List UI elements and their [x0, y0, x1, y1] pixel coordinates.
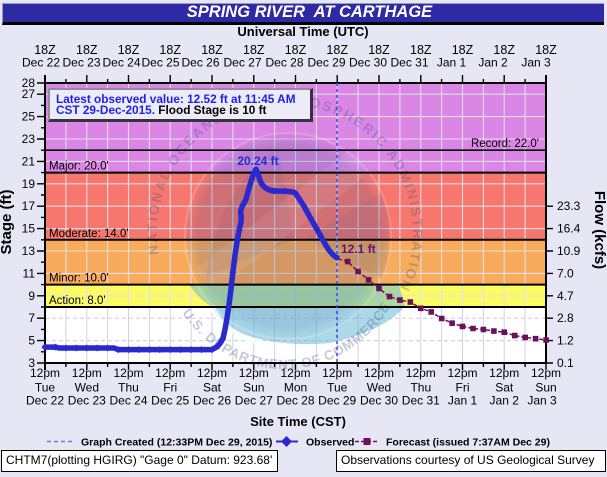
svg-text:Graph Created (12:33PM Dec 29,: Graph Created (12:33PM Dec 29, 2015) — [81, 437, 272, 449]
svg-text:20.24 ft: 20.24 ft — [237, 154, 278, 168]
svg-text:12.1 ft: 12.1 ft — [341, 242, 376, 256]
svg-text:Major: 20.0'Moderate: 14.0'Min: Major: 20.0' Moderate: 14.0' Minor: 10.0' A… — [49, 138, 539, 307]
svg-text:Observed: Observed — [306, 437, 354, 449]
svg-text:Universal Time (UTC): Universal Time (UTC) — [237, 24, 368, 39]
svg-text:Forecast (issued 7:37AM Dec 29: Forecast (issued 7:37AM Dec 29) — [386, 437, 550, 449]
svg-text:Flow (kcfs): Flow (kcfs) — [591, 191, 607, 269]
svg-text:Stage (ft): Stage (ft) — [0, 190, 15, 255]
svg-text:Site Time (CST): Site Time (CST) — [250, 414, 346, 429]
